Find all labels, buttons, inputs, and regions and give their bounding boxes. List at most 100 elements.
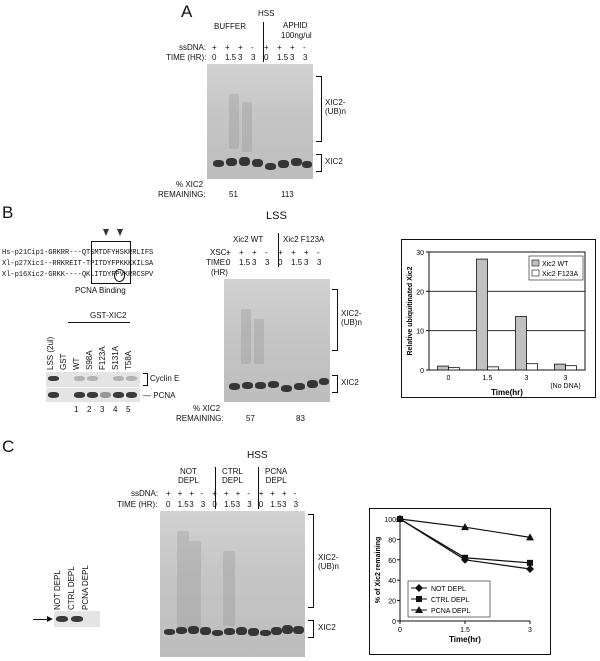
ssdna-mark: -: [303, 43, 306, 52]
seq-line-xl-p27: Xl-p27Xic1--RRKREIT-TPITDYFPKKKKILSA: [2, 260, 154, 268]
cyclin-band: [126, 376, 137, 381]
pcna-binding-label: PCNA Binding: [75, 286, 126, 295]
panel-a-pct-buffer: 51: [229, 190, 238, 199]
ssdna-mark: +: [235, 489, 241, 498]
legend-label: PCNA DEPL: [431, 608, 470, 615]
time-mark: 3: [238, 53, 243, 62]
ssdna-mark: +: [177, 489, 183, 498]
pcna-band: [100, 392, 111, 398]
xic2-band: [252, 159, 263, 167]
panel-b-pct-label-2: REMAINING:: [176, 414, 224, 423]
panel-a-time-row-label: TIME (HR):: [166, 53, 207, 62]
time-mark: 0: [264, 53, 269, 62]
ub-smear: [241, 309, 251, 364]
panel-c-time-row-label: TIME (HR):: [117, 500, 158, 509]
depletion-lane-label: PCNA DEPL: [81, 565, 90, 610]
ub-smear: [223, 551, 235, 626]
lane-number: 2: [87, 405, 92, 414]
xsc-mark: +: [239, 248, 244, 257]
ssdna-mark: +: [212, 489, 218, 498]
time-mark: 3: [189, 500, 194, 509]
gst-lane-label: LSS (2ul): [46, 336, 55, 370]
panel-b-xic2-bracket: [332, 375, 338, 393]
legend-label: Xic2 WT: [542, 261, 569, 268]
bar: [476, 258, 488, 371]
panel-a-pct-label-1: % XIC2: [176, 180, 204, 189]
xsc-mark: +: [278, 248, 283, 257]
panel-a-ub-bracket: [316, 76, 322, 142]
time-mark: 3: [265, 258, 270, 267]
panel-c-xic2-label: XIC2: [318, 623, 336, 632]
bar-chart-frame: 0 10 20 30 0 1.5 3 3 (No DNA) Time(hr) Relative ub…: [401, 239, 596, 398]
panel-c-ssdna-row-label: ssDNA:: [131, 489, 159, 498]
xic2-band: [164, 629, 175, 635]
lane-number: 1: [74, 405, 79, 414]
pcna-band: [71, 616, 83, 622]
x-tick-label: 0: [447, 375, 451, 382]
panel-b-gel: [224, 279, 330, 402]
ub-smear: [254, 319, 264, 364]
ub-smear: [189, 541, 201, 631]
x-tick-label: 1.5: [460, 627, 470, 634]
panel-b-pct-wt: 57: [246, 414, 255, 423]
panel-a-label: A: [181, 2, 193, 21]
xic2-band: [278, 160, 289, 168]
xic2-band: [248, 628, 259, 636]
panel-c-divider: [258, 467, 259, 509]
ssdna-mark: -: [247, 489, 250, 498]
legend-label: CTRL DEPL: [431, 597, 469, 604]
gst-lane-labels: LSS (2ul) GST WT S98A F123A S131A T58A: [46, 326, 147, 370]
y-tick-label: 10: [416, 329, 424, 336]
xic2-band: [212, 630, 223, 636]
ub-smear: [177, 531, 189, 631]
xic2-band: [260, 630, 271, 636]
bar: [487, 366, 499, 371]
data-point: [415, 584, 423, 592]
cyclin-band: [48, 376, 59, 381]
xsc-mark: -: [317, 248, 320, 257]
cyclin-band: [74, 376, 85, 381]
time-mark: 1.5: [270, 500, 282, 509]
lane-number: 5: [126, 405, 131, 414]
xic2-band: [176, 627, 187, 634]
ssdna-mark: +: [166, 489, 171, 498]
ssdna-mark: +: [212, 43, 217, 52]
legend-swatch: [531, 259, 540, 267]
ub-smear: [229, 94, 239, 149]
xic2-band: [239, 157, 250, 166]
bar: [526, 363, 538, 371]
depletion-lane-labels: NOT DEPL CTRL DEPL PCNA DEPL: [53, 560, 104, 610]
panel-c-hss-header: HSS: [247, 450, 268, 461]
time-mark: 1.5: [291, 258, 303, 267]
data-point: [526, 564, 534, 573]
xsc-mark: +: [252, 248, 257, 257]
time-mark: 3: [293, 500, 299, 509]
xic2-band: [293, 626, 304, 634]
xic2-band: [242, 382, 253, 389]
time-mark: 1.5: [224, 500, 236, 509]
seq-line-xl-p16: Xl-p16Xic2-GRKK----QKLITDYFPVKRRCSPV: [2, 271, 154, 279]
pcna-band: [56, 616, 68, 622]
f123a-header: Xic2 F123A: [283, 235, 325, 244]
xsc-mark: +: [291, 248, 296, 257]
ssdna-mark: +: [238, 43, 243, 52]
pcna-motif-box: [91, 241, 131, 284]
xic2-band: [200, 627, 211, 635]
x-tick-label: 0: [398, 627, 402, 634]
cyclin-band: [113, 376, 124, 381]
xsc-mark: +: [304, 248, 309, 257]
panel-b-xic2-label: XIC2: [341, 378, 359, 387]
line-chart-frame: 0 20 40 60 80 100 0 1.5 3 Time(hr) % of Xic2 remai…: [369, 508, 551, 655]
panel-b-pct-label-1: % XIC2: [193, 404, 221, 413]
gst-lane-label: WT: [72, 357, 81, 370]
xic2-band: [268, 381, 279, 388]
xic2-band: [255, 382, 266, 389]
panel-c-ub-bracket: [308, 514, 314, 608]
y-axis-label: % of Xic2 remaining: [375, 537, 382, 604]
wt-header: Xic2 WT: [233, 235, 264, 244]
x-tick-label: 3: [564, 375, 568, 382]
panel-b-label: B: [2, 203, 14, 222]
arrow-right-icon: [33, 619, 49, 620]
cyclin-bracket: [143, 373, 148, 386]
